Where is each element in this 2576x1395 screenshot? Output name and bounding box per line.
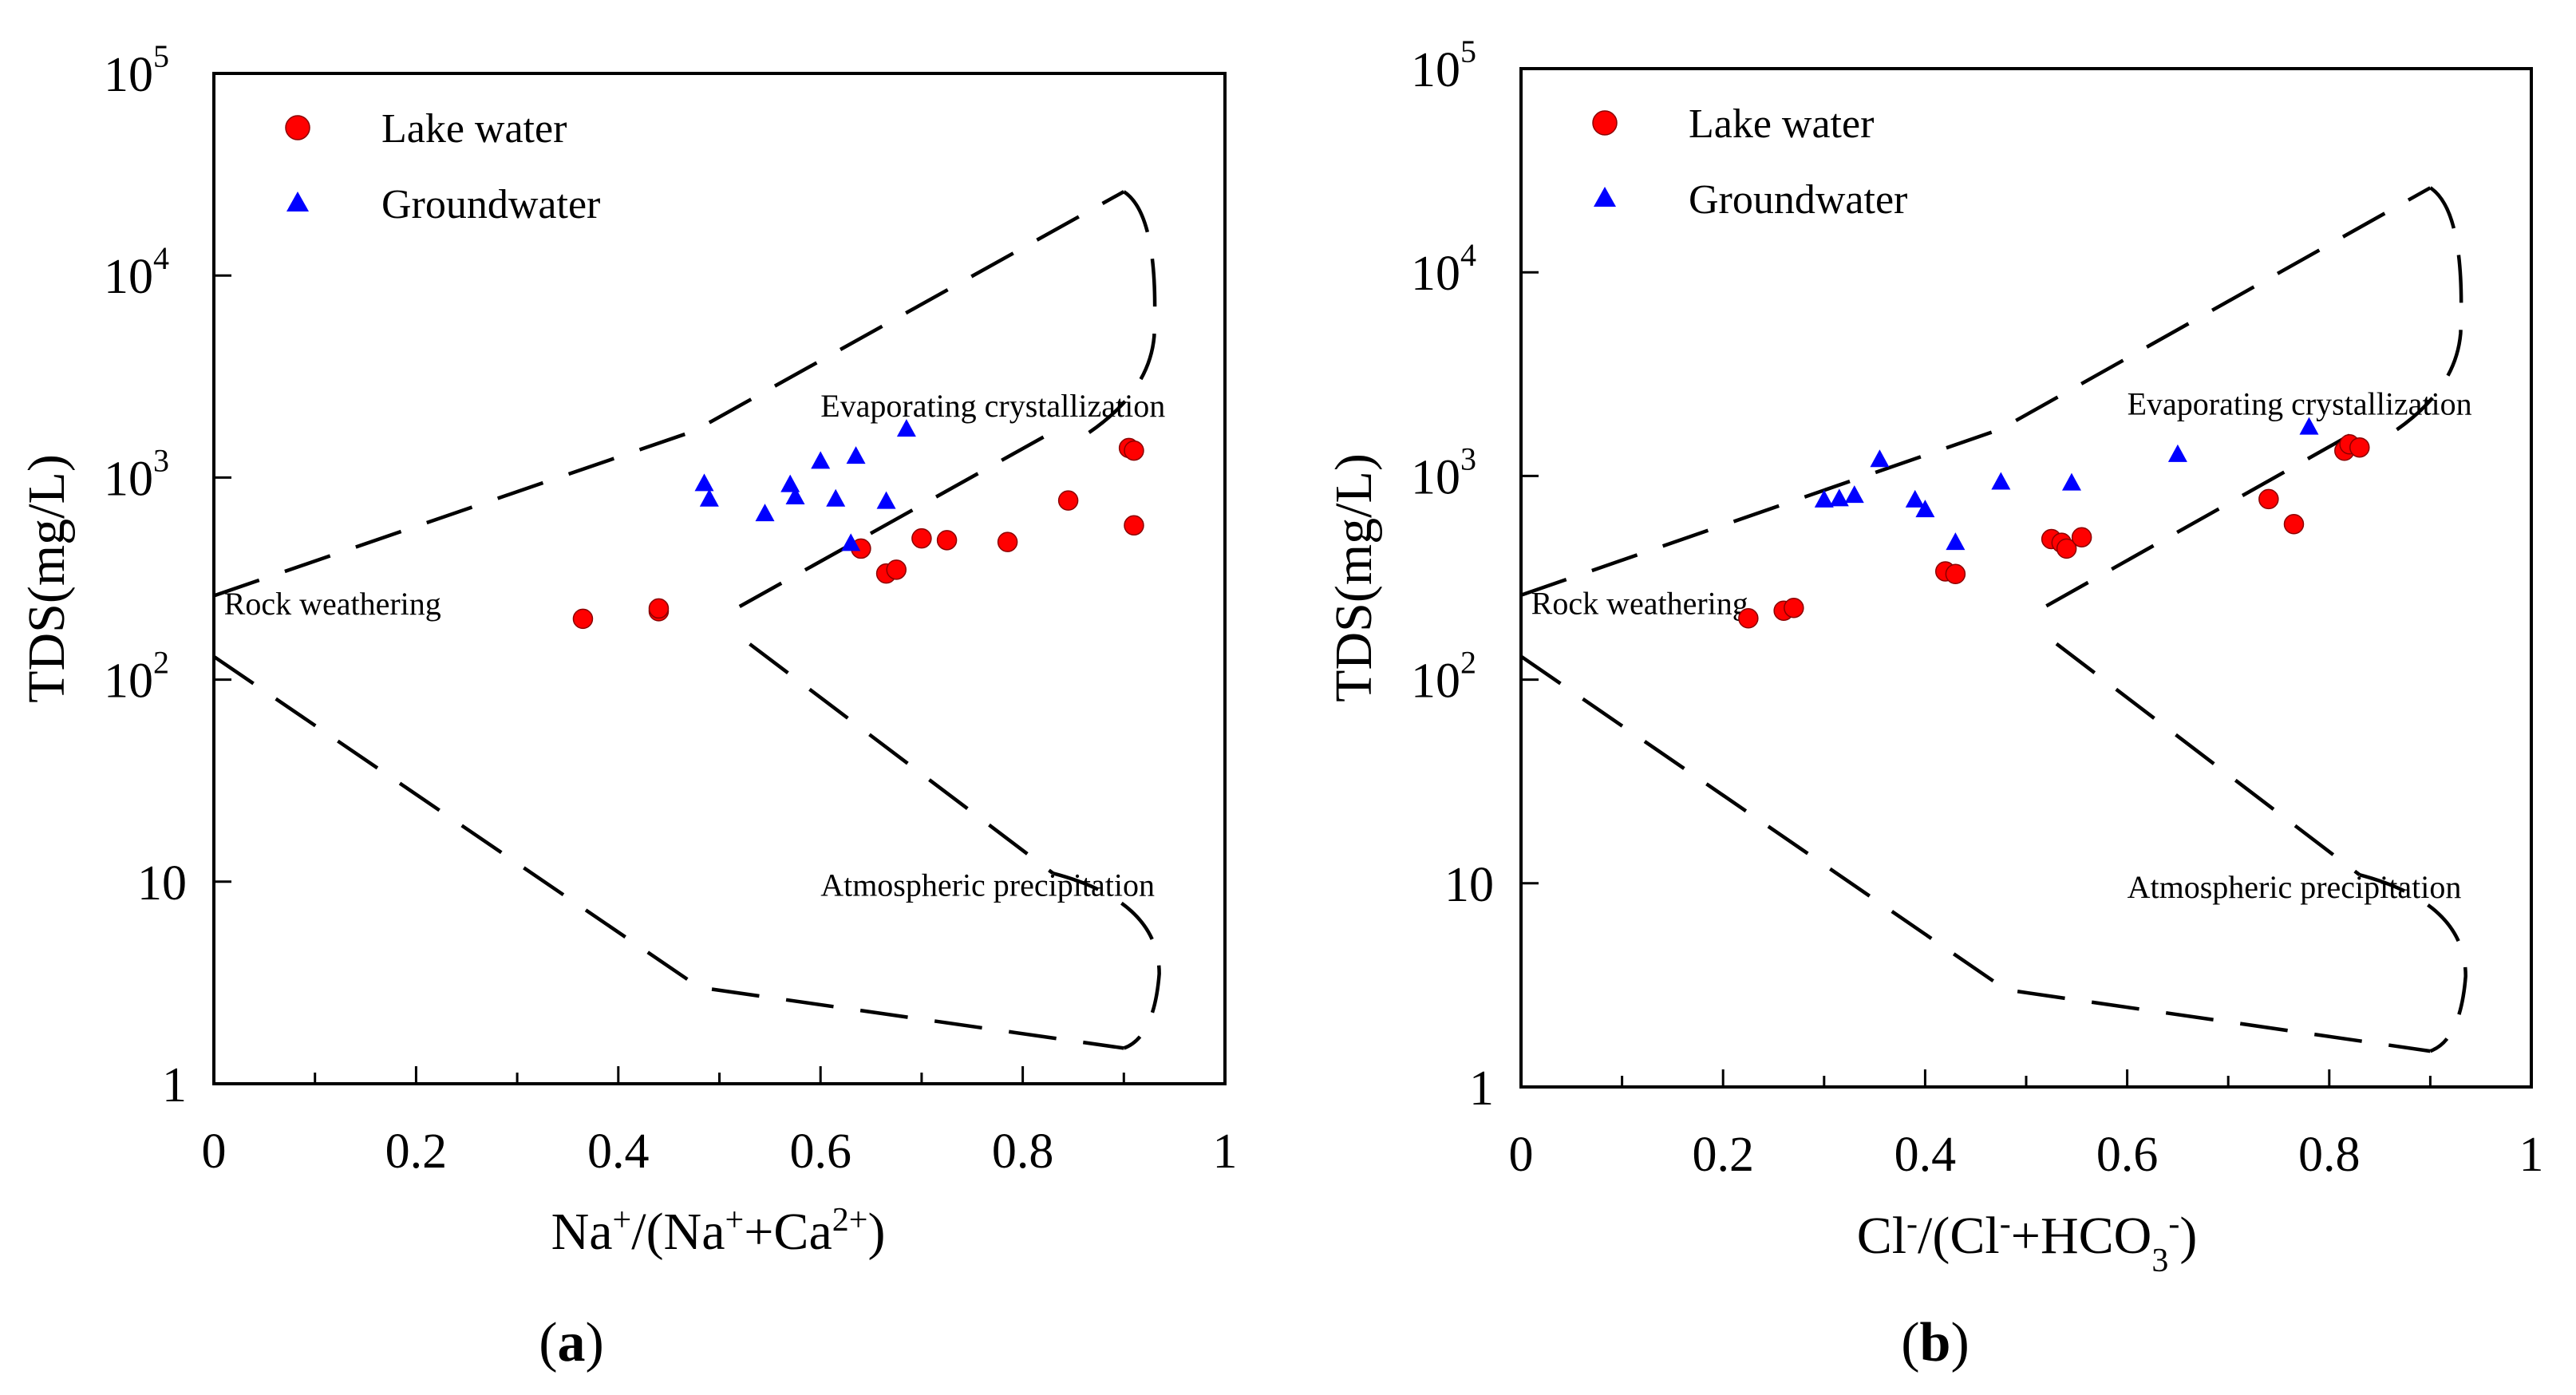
- panel-label: (a): [539, 1312, 604, 1373]
- y-tick-label: 10: [1444, 858, 1494, 912]
- x-tick-label: 0.8: [2298, 1128, 2361, 1182]
- region-label: Rock weathering: [224, 586, 441, 622]
- lake-water-point: [2071, 527, 2092, 547]
- groundwater-point: [811, 451, 831, 469]
- boundary-dashed-line: [738, 424, 1065, 608]
- groundwater-point: [1946, 532, 1966, 551]
- groundwater-point: [2061, 472, 2081, 491]
- boundary-dashed-line: [749, 642, 1054, 875]
- y-tick-label: 104: [104, 240, 169, 304]
- groundwater-point: [694, 473, 714, 492]
- boundary-dashed-line: [213, 190, 1125, 598]
- x-tick-label: 0.8: [992, 1124, 1054, 1179]
- x-tick-label: 1: [1213, 1124, 1238, 1179]
- groundwater-point: [2167, 444, 2187, 462]
- lake-water-point: [1738, 608, 1759, 629]
- y-tick-label: 102: [104, 645, 169, 709]
- legend-label: Groundwater: [1689, 177, 1907, 223]
- lake-water-point: [1124, 515, 1144, 536]
- region-label: Evaporating crystallization: [2128, 386, 2472, 422]
- x-tick-label: 0: [202, 1124, 227, 1179]
- groundwater-point: [841, 533, 861, 551]
- y-tick-label: 105: [1411, 34, 1476, 97]
- x-axis-title: Cl-/(Cl-+HCO3-): [1857, 1206, 2198, 1279]
- y-axis-title: TDS(mg/L): [18, 454, 76, 703]
- x-tick-label: 0: [1509, 1128, 1534, 1182]
- groundwater-point: [1814, 489, 1834, 508]
- y-axis-title: TDS(mg/L): [1325, 453, 1383, 702]
- lake-water-point: [2258, 488, 2279, 510]
- boundary-dashed-line: [1520, 186, 2432, 597]
- panel-label: (b): [1901, 1312, 1970, 1373]
- plot-frame: [212, 72, 1227, 1085]
- region-label: Atmospheric precipitation: [820, 867, 1155, 903]
- lake-water-point: [1057, 490, 1079, 511]
- groundwater-point: [755, 504, 775, 522]
- x-axis-title: Na+/(Na++Ca2+): [551, 1202, 886, 1261]
- plot-frame: [1519, 67, 2533, 1089]
- lake-water-point: [2349, 437, 2370, 458]
- x-tick-label: 0.2: [1692, 1128, 1754, 1182]
- y-tick-label: 104: [1411, 237, 1476, 301]
- legend-label: Lake water: [1689, 101, 1874, 147]
- lake-water-point: [1784, 597, 1804, 618]
- groundwater-point: [1991, 472, 2011, 490]
- y-tick-label: 105: [104, 38, 169, 102]
- groundwater-point: [785, 486, 805, 504]
- groundwater-point: [1915, 500, 1935, 518]
- groundwater-point: [1844, 485, 1864, 504]
- lake-water-point: [936, 530, 958, 551]
- x-tick-label: 0.2: [385, 1124, 448, 1179]
- y-tick-label: 1: [1469, 1061, 1494, 1116]
- region-label: Evaporating crystallization: [820, 388, 1165, 424]
- lake-water-point: [2283, 514, 2305, 535]
- boundary-dashed-line: [2055, 642, 2361, 876]
- region-label: Rock weathering: [1531, 585, 1748, 621]
- x-tick-label: 0.4: [1894, 1128, 1957, 1182]
- groundwater-point: [780, 474, 800, 492]
- legend-groundwater-marker: [1594, 187, 1616, 207]
- y-tick-label: 102: [1411, 645, 1476, 709]
- boundary-dashed-line: [212, 654, 1124, 1050]
- lake-water-point: [2056, 538, 2077, 559]
- boundary-dashed-line: [2045, 422, 2371, 608]
- x-tick-label: 0.6: [2096, 1128, 2159, 1182]
- y-tick-label: 103: [104, 442, 169, 506]
- x-tick-label: 0.6: [789, 1124, 851, 1179]
- groundwater-point: [876, 491, 896, 509]
- lake-water-point: [1124, 440, 1144, 461]
- groundwater-point: [1905, 489, 1925, 508]
- x-tick-label: 1: [2519, 1128, 2544, 1182]
- panel-a: 0 0.2 0.4 0.6 0.8 1105104103102101TDS(mg/L)Na…: [18, 38, 1238, 1373]
- boundary-dashed-line: [2388, 186, 2463, 437]
- panel-b: 0 0.2 0.4 0.6 0.8 1105104103102101TDS(mg/L)Cl…: [1325, 34, 2544, 1373]
- legend-groundwater-marker: [286, 192, 309, 211]
- legend-lake-water-marker: [1592, 110, 1618, 136]
- y-tick-label: 103: [1411, 441, 1476, 504]
- groundwater-point: [896, 419, 916, 437]
- x-tick-label: 0.4: [587, 1124, 650, 1179]
- legend-lake-water-marker: [285, 115, 310, 140]
- groundwater-point: [826, 488, 846, 507]
- y-tick-label: 10: [137, 856, 187, 911]
- groundwater-point: [699, 488, 719, 507]
- lake-water-point: [997, 532, 1018, 552]
- legend-label: Lake water: [381, 106, 567, 152]
- lake-water-point: [648, 598, 670, 619]
- groundwater-point: [2299, 417, 2319, 435]
- boundary-dashed-line: [1082, 190, 1157, 438]
- groundwater-point: [1829, 488, 1849, 507]
- lake-water-point: [572, 608, 594, 630]
- y-tick-label: 1: [162, 1058, 187, 1112]
- groundwater-point: [846, 446, 866, 464]
- lake-water-point: [911, 528, 932, 549]
- boundary-dashed-line: [1519, 654, 2431, 1053]
- lake-water-point: [1945, 563, 1966, 585]
- legend-label: Groundwater: [381, 182, 600, 227]
- groundwater-point: [1870, 449, 1890, 468]
- lake-water-point: [886, 559, 907, 580]
- region-label: Atmospheric precipitation: [2128, 869, 2462, 905]
